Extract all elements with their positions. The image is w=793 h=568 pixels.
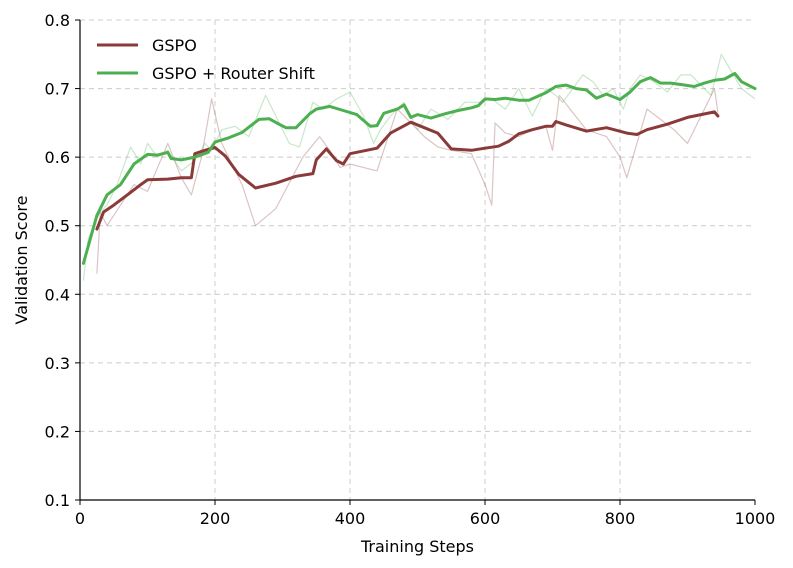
smoothed-series-lines [81, 72, 757, 265]
x-tick-label-2: 400 [335, 509, 366, 528]
y-tick-label-4: 0.5 [45, 217, 70, 236]
y-tick-label-1: 0.2 [45, 422, 70, 441]
grid [80, 19, 755, 500]
x-tick-label-0: 0 [75, 509, 85, 528]
y-tick-label-7: 0.8 [45, 11, 70, 30]
x-tick-label-3: 600 [470, 509, 501, 528]
y-tick-label-3: 0.4 [45, 285, 70, 304]
x-tick-label-5: 1000 [735, 509, 776, 528]
series-1-raw-line [82, 53, 756, 281]
legend: GSPO GSPO + Router Shift [97, 36, 315, 83]
series-0-smoothed-line [95, 110, 720, 231]
tick-labels: 0 200 400 600 800 1000 0.1 0.2 0.3 0.4 0.5 0.6 0.7 0.… [45, 11, 776, 528]
axes [79, 20, 755, 501]
y-tick-label-2: 0.3 [45, 354, 70, 373]
x-axis-label: Training Steps [360, 537, 474, 556]
y-axis-label: Validation Score [12, 196, 31, 325]
legend-label-0: GSPO [152, 36, 197, 55]
x-tick-label-1: 200 [200, 509, 231, 528]
series-1-smoothed-line [81, 72, 757, 265]
y-tick-label-0: 0.1 [45, 491, 70, 510]
y-tick-label-6: 0.7 [45, 80, 70, 99]
x-tick-label-4: 800 [605, 509, 636, 528]
legend-label-1: GSPO + Router Shift [152, 64, 315, 83]
raw-series-lines [82, 53, 756, 281]
y-tick-label-5: 0.6 [45, 148, 70, 167]
series-0-raw-line [96, 87, 719, 274]
